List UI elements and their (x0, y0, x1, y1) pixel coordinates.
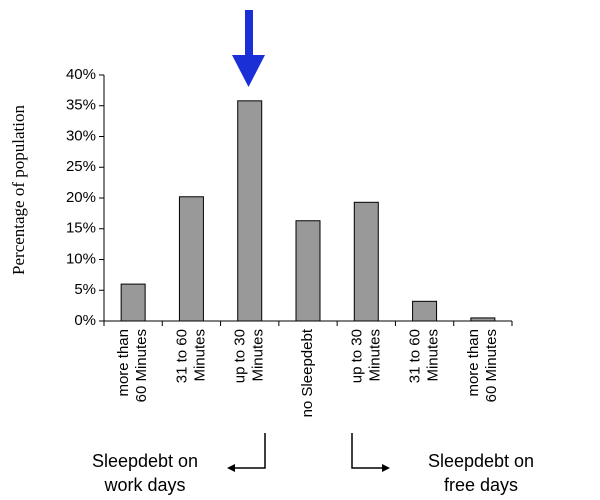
x-category-label: up to 30 Minutes (232, 329, 267, 383)
free-days-annotation: Sleepdebt on free days (351, 433, 534, 495)
x-category-label-line: more than (465, 329, 482, 397)
x-category-label: no Sleepdebt (299, 328, 316, 417)
y-tick-label: 15% (66, 220, 96, 237)
x-category-label: up to 30 Minutes (348, 329, 383, 383)
highlight-arrow-icon (232, 10, 265, 87)
y-tick-label: 30% (66, 127, 96, 144)
x-category-label-line: Minutes (425, 329, 442, 382)
work-days-annotation: Sleepdebt on work days (92, 433, 266, 495)
work-days-label-line1: Sleepdebt on (92, 451, 198, 471)
x-category-label-line: no Sleepdebt (299, 328, 316, 417)
x-category-label-line: 60 Minutes (133, 329, 150, 402)
x-category-label-line: Minutes (191, 329, 208, 382)
y-tick-label: 20% (66, 189, 96, 206)
bar (353, 201, 379, 322)
free-days-label-line2: free days (444, 475, 518, 495)
bar (295, 220, 321, 322)
y-tick-label: 5% (74, 281, 96, 298)
x-category-label: 31 to 60 Minutes (173, 329, 208, 383)
y-axis-label: Percentage of population (9, 105, 28, 275)
y-tick-label: 10% (66, 250, 96, 267)
x-category-label-line: Minutes (366, 329, 383, 382)
bar (120, 283, 146, 322)
y-tick-label: 25% (66, 158, 96, 175)
y-tick-label: 40% (66, 66, 96, 83)
work-days-label-line2: work days (103, 475, 185, 495)
free-days-label-line1: Sleepdebt on (428, 451, 534, 471)
chart-axes (99, 74, 513, 326)
bar (412, 300, 438, 322)
x-category-labels: more than 60 Minutes 31 to 60 Minutes up to … (115, 328, 500, 417)
work-days-arrow-line (232, 433, 266, 469)
x-category-label-line: up to 30 (232, 329, 249, 383)
x-category-label: 31 to 60 Minutes (407, 329, 442, 383)
bar (470, 317, 496, 322)
x-category-label: more than 60 Minutes (465, 329, 500, 402)
y-tick-labels: 0% 5% 10% 15% 20% 25% 30% 35% 40% (66, 66, 96, 329)
y-tick-label: 0% (74, 312, 96, 329)
x-category-label-line: more than (115, 329, 132, 397)
x-category-label-line: Minutes (250, 329, 267, 382)
x-category-label-line: up to 30 (348, 329, 365, 383)
x-category-label-line: 60 Minutes (483, 329, 500, 402)
right-arrowhead-icon (382, 464, 390, 472)
y-tick-label: 35% (66, 97, 96, 114)
x-category-label-line: 31 to 60 (173, 329, 190, 383)
bar (178, 196, 204, 322)
free-days-arrow-line (351, 433, 385, 469)
x-category-label-line: 31 to 60 (407, 329, 424, 383)
chart-bars (120, 100, 496, 322)
x-category-label: more than 60 Minutes (115, 329, 150, 402)
left-arrowhead-icon (227, 464, 235, 472)
bar (237, 100, 263, 322)
